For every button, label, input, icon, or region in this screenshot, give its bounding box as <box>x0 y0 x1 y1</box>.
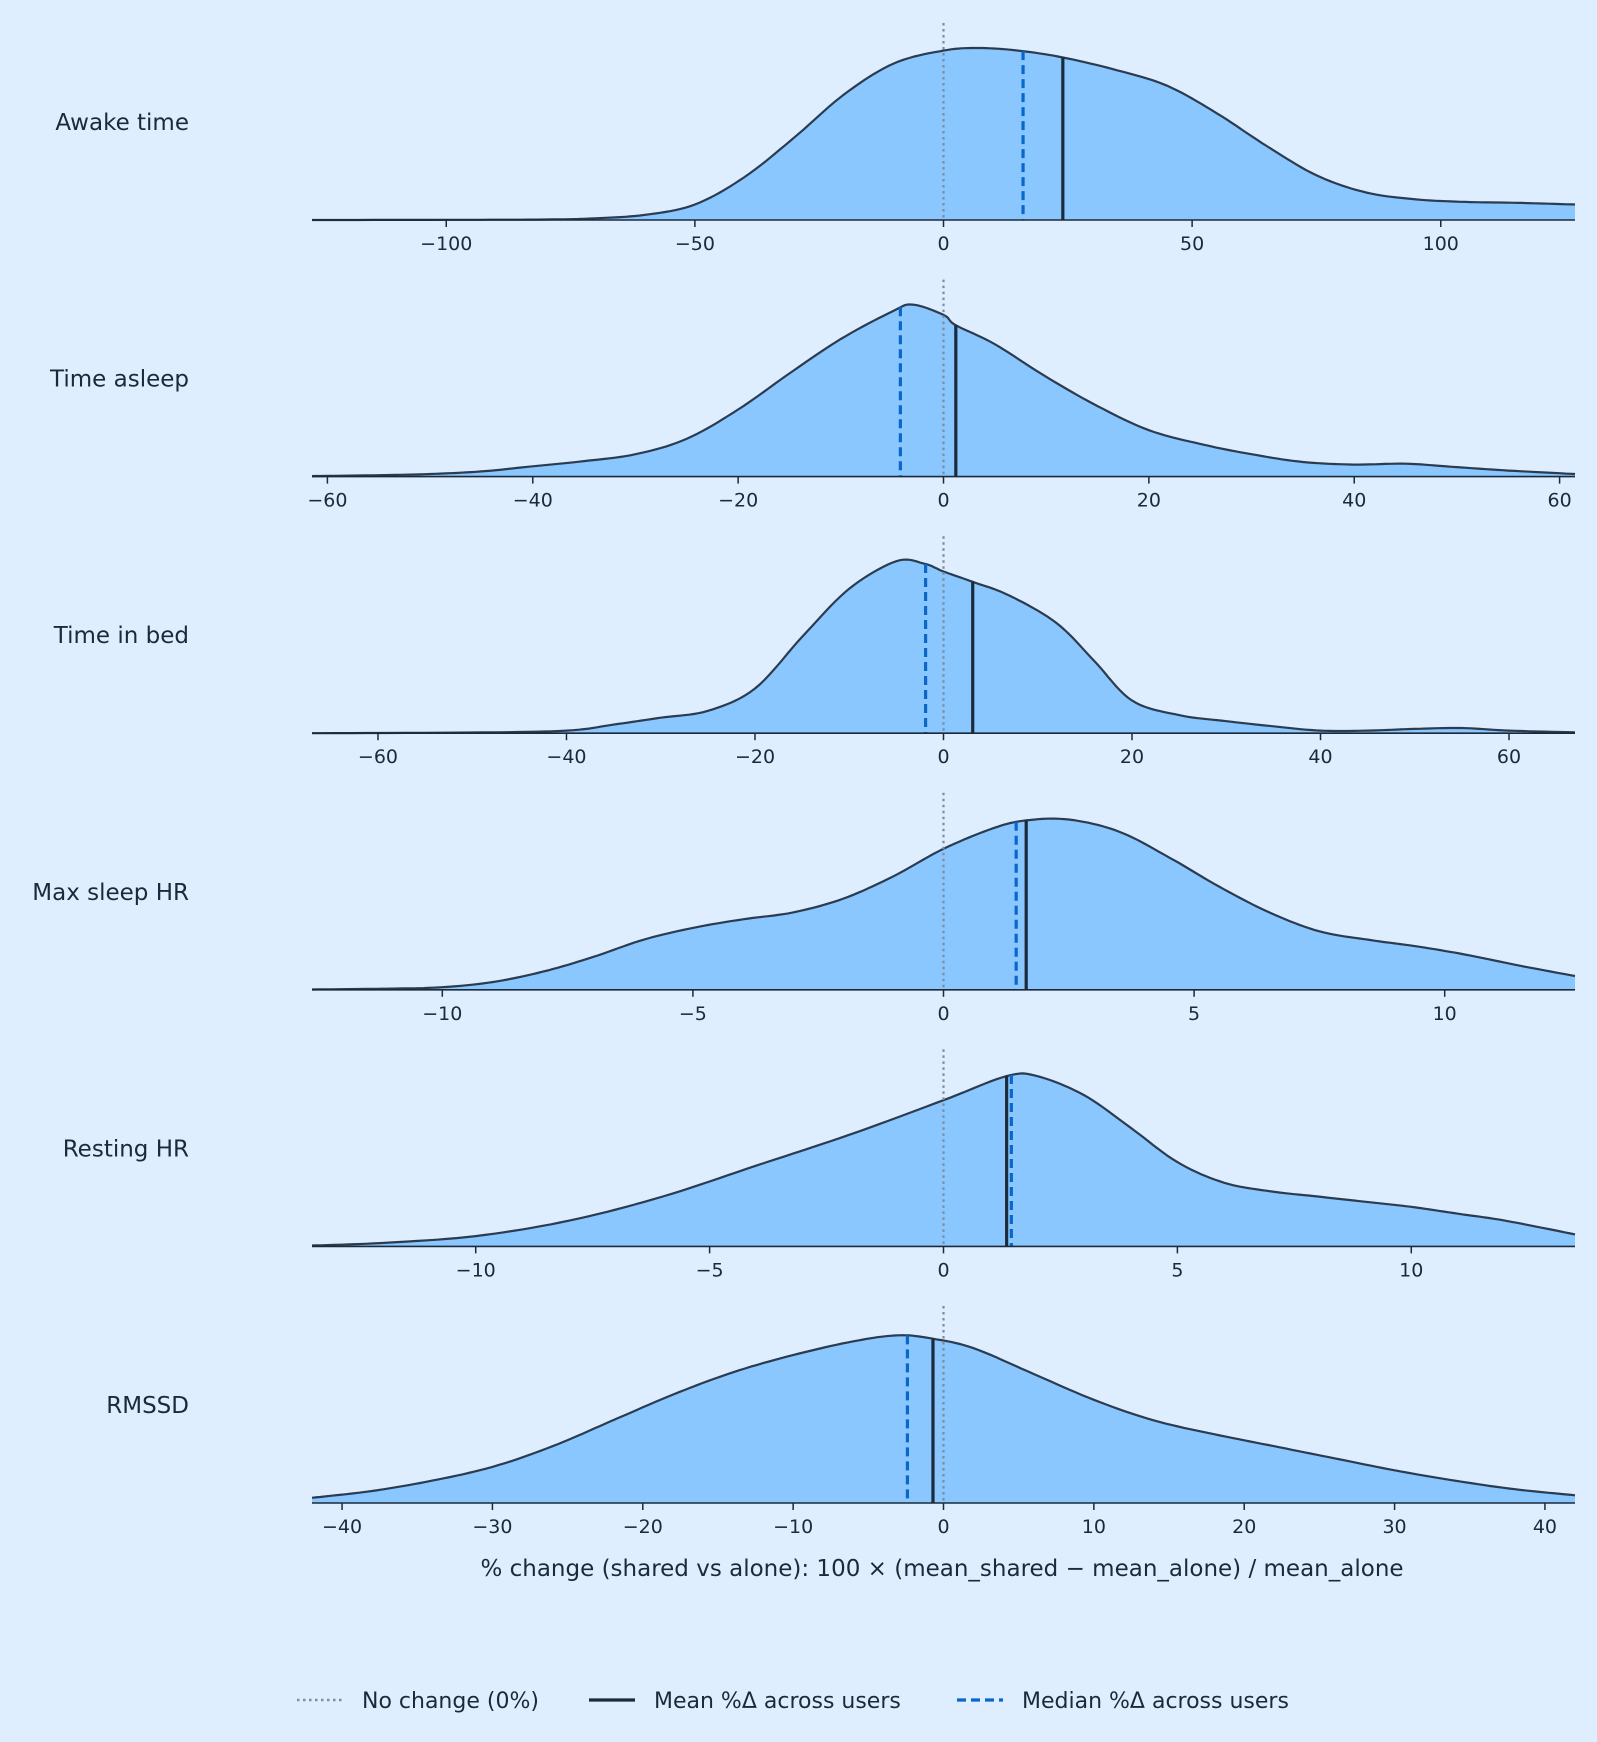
ridge-panel: Max sleep HR −10 −5 0 5 10 <box>32 792 1576 1025</box>
row-label: Time asleep <box>49 367 189 393</box>
ridge-panel: RMSSD −40 −30 −20 −10 0 10 20 30 40 <box>106 1306 1576 1538</box>
x-tick-label: −10 <box>456 1259 496 1281</box>
density-area <box>312 304 1575 477</box>
density-outline <box>311 817 1576 991</box>
x-tick-label: −40 <box>322 1516 362 1538</box>
x-tick-label: 10 <box>1399 1259 1423 1281</box>
x-tick-label: −5 <box>679 1003 707 1025</box>
x-tick-label: −100 <box>420 233 472 255</box>
x-tick-label: 0 <box>937 746 949 768</box>
x-tick-label: −5 <box>696 1259 724 1281</box>
row-label: Resting HR <box>63 1136 189 1162</box>
x-tick-label: 40 <box>1533 1516 1557 1538</box>
density-outline <box>312 558 1576 735</box>
x-tick-label: 0 <box>937 1003 949 1025</box>
x-tick-label: −10 <box>773 1516 813 1538</box>
x-tick-label: −40 <box>513 490 553 512</box>
x-tick-label: −20 <box>718 490 758 512</box>
x-tick-label: −40 <box>546 746 586 768</box>
x-tick-label: 0 <box>937 233 949 255</box>
x-tick-label: −60 <box>307 490 347 512</box>
legend-label: Mean %Δ across users <box>654 1689 901 1714</box>
x-tick-label: 0 <box>937 490 949 512</box>
x-tick-label: 100 <box>1423 233 1459 255</box>
x-tick-label: 60 <box>1497 746 1521 768</box>
x-tick-label: 50 <box>1180 233 1204 255</box>
x-tick-label: 30 <box>1382 1516 1406 1538</box>
x-tick-label: −50 <box>675 233 715 255</box>
x-tick-label: −10 <box>422 1003 462 1025</box>
ridge-panel: Time in bed −60 −40 −20 0 20 40 60 <box>53 536 1576 768</box>
x-tick-label: 10 <box>1082 1516 1106 1538</box>
x-tick-label: 0 <box>937 1516 949 1538</box>
ridge-panel: Awake time −100 −50 0 50 100 <box>55 23 1576 255</box>
x-tick-label: −20 <box>623 1516 663 1538</box>
x-tick-label: 20 <box>1137 490 1161 512</box>
legend: No change (0%) Mean %Δ across users Median… <box>297 1689 1289 1714</box>
ridge-panel: Time asleep −60 −40 −20 0 20 40 60 <box>49 279 1576 512</box>
density-area <box>312 818 1575 990</box>
x-tick-label: 5 <box>1171 1259 1183 1281</box>
row-label: Awake time <box>55 110 189 136</box>
row-label: Time in bed <box>53 623 189 649</box>
x-tick-label: 20 <box>1120 746 1144 768</box>
x-tick-label: 60 <box>1548 490 1572 512</box>
x-tick-label: 5 <box>1188 1003 1200 1025</box>
row-label: Max sleep HR <box>32 880 189 906</box>
legend-label: Median %Δ across users <box>1022 1689 1289 1714</box>
x-axis-label: % change (shared vs alone): 100 × (mean_… <box>480 1556 1403 1582</box>
density-outline <box>311 303 1576 478</box>
legend-label: No change (0%) <box>362 1689 539 1714</box>
x-tick-label: 20 <box>1232 1516 1256 1538</box>
x-tick-label: 10 <box>1433 1003 1457 1025</box>
x-tick-label: 0 <box>937 1259 949 1281</box>
row-label: RMSSD <box>106 1393 189 1419</box>
density-outline <box>312 46 1576 222</box>
x-tick-label: −60 <box>358 746 398 768</box>
density-area <box>312 1335 1575 1503</box>
ridge-panel: Resting HR −10 −5 0 5 10 <box>63 1049 1576 1281</box>
x-tick-label: 40 <box>1308 746 1332 768</box>
x-tick-label: −30 <box>472 1516 512 1538</box>
x-tick-label: −20 <box>735 746 775 768</box>
x-tick-label: 40 <box>1342 490 1366 512</box>
density-area <box>312 48 1575 220</box>
density-outline <box>311 1072 1576 1247</box>
density-outline <box>311 1334 1576 1499</box>
